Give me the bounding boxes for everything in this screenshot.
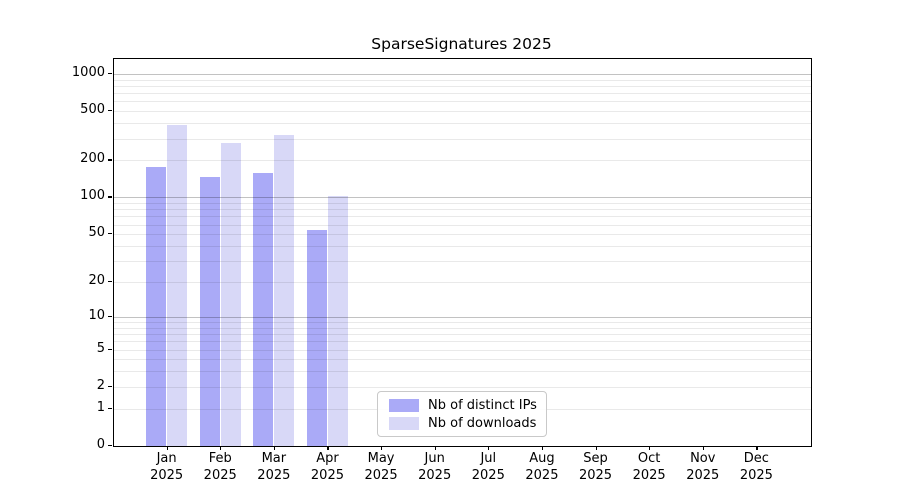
y-tick-mark: [108, 233, 112, 235]
bar-distinct-ips: [253, 173, 274, 446]
x-tick-mark: [273, 446, 276, 451]
x-tick-mark: [434, 446, 436, 451]
gridline-minor: [114, 334, 811, 335]
gridline-minor: [114, 101, 811, 103]
gridline-minor: [114, 246, 811, 247]
x-tick-mark: [381, 446, 383, 451]
gridline-minor: [114, 111, 811, 113]
x-tick-mark: [541, 446, 544, 451]
bar-downloads: [327, 195, 348, 446]
chart-title: SparseSignatures 2025: [371, 35, 552, 53]
y-tick-label: 20: [88, 273, 105, 289]
gridline-major: [114, 316, 811, 318]
y-tick-label: 50: [88, 225, 105, 241]
gridline-minor: [114, 85, 811, 87]
y-tick-mark: [108, 72, 112, 75]
gridline-minor: [114, 261, 811, 263]
y-tick-label: 1000: [71, 64, 105, 80]
y-tick-mark: [108, 281, 112, 283]
y-tick-mark: [108, 159, 112, 161]
y-tick-mark: [108, 385, 112, 388]
gridline-minor: [114, 386, 811, 388]
x-tick-label: Mar 2025: [257, 451, 291, 483]
x-tick-mark: [756, 446, 758, 451]
gridline-minor: [114, 138, 811, 140]
y-tick-label: 1: [96, 399, 105, 415]
legend-swatch-distinct-ips: [389, 398, 419, 412]
y-tick-label: 2: [96, 377, 105, 393]
x-tick-label: Apr 2025: [310, 451, 344, 483]
x-tick-mark: [327, 446, 329, 451]
gridline-minor: [114, 234, 811, 236]
y-tick-mark: [108, 445, 112, 447]
bar-distinct-ips: [146, 166, 167, 446]
gridline-minor: [114, 371, 811, 373]
y-tick-mark: [108, 348, 112, 350]
y-tick-label: 200: [80, 151, 105, 167]
y-tick-mark: [108, 110, 112, 112]
gridline-minor: [114, 79, 811, 81]
gridline-minor: [114, 224, 811, 226]
x-tick-mark: [220, 446, 222, 451]
x-tick-label: Dec 2025: [739, 451, 773, 483]
legend-row: Nb of distinct IPs: [389, 398, 546, 413]
x-tick-label: Oct 2025: [632, 451, 666, 483]
gridline-major: [114, 73, 811, 75]
plot-area: [113, 58, 812, 447]
gridline-minor: [114, 349, 811, 351]
y-tick-mark: [108, 407, 112, 409]
gridline-minor: [114, 209, 811, 211]
y-tick-mark: [108, 315, 112, 318]
legend-row: Nb of downloads: [389, 416, 546, 431]
bar-distinct-ips: [306, 230, 327, 446]
x-tick-label: Jul 2025: [471, 451, 505, 483]
x-tick-mark: [166, 446, 168, 451]
x-tick-label: Jun 2025: [418, 451, 452, 483]
x-tick-label: Jan 2025: [150, 451, 184, 483]
gridline-minor: [114, 93, 811, 95]
x-tick-label: May 2025: [364, 451, 398, 483]
y-tick-label: 5: [96, 340, 105, 356]
x-tick-label: Nov 2025: [686, 451, 720, 483]
x-tick-label: Aug 2025: [525, 451, 559, 483]
gridline-minor: [114, 216, 811, 218]
gridline-minor: [114, 282, 811, 284]
y-tick-label: 100: [80, 188, 105, 204]
y-tick-mark: [108, 196, 112, 198]
legend-label: Nb of distinct IPs: [428, 397, 537, 413]
gridline-minor: [114, 123, 811, 125]
x-tick-label: Sep 2025: [578, 451, 613, 483]
y-tick-label: 0: [96, 437, 105, 452]
legend: Nb of distinct IPs Nb of downloads: [377, 391, 547, 437]
bar-downloads: [167, 124, 188, 446]
y-tick-label: 500: [80, 102, 105, 118]
gridline-major: [114, 197, 811, 199]
y-tick-label: 10: [88, 307, 105, 323]
bar-downloads: [274, 135, 295, 446]
x-tick-mark: [649, 446, 651, 451]
gridline-minor: [114, 160, 811, 162]
bar-distinct-ips: [199, 177, 220, 446]
gridline-minor: [114, 327, 811, 329]
gridline-minor: [114, 359, 811, 361]
x-tick-mark: [488, 446, 490, 451]
x-tick-label: Feb 2025: [203, 451, 237, 483]
bar-downloads: [220, 142, 241, 446]
gridline-minor: [114, 203, 811, 205]
gridline-minor: [114, 321, 811, 323]
legend-label: Nb of downloads: [428, 415, 537, 431]
x-tick-mark: [702, 446, 704, 451]
x-tick-mark: [595, 446, 597, 451]
gridline-minor: [114, 341, 811, 343]
legend-swatch-downloads: [389, 416, 419, 430]
